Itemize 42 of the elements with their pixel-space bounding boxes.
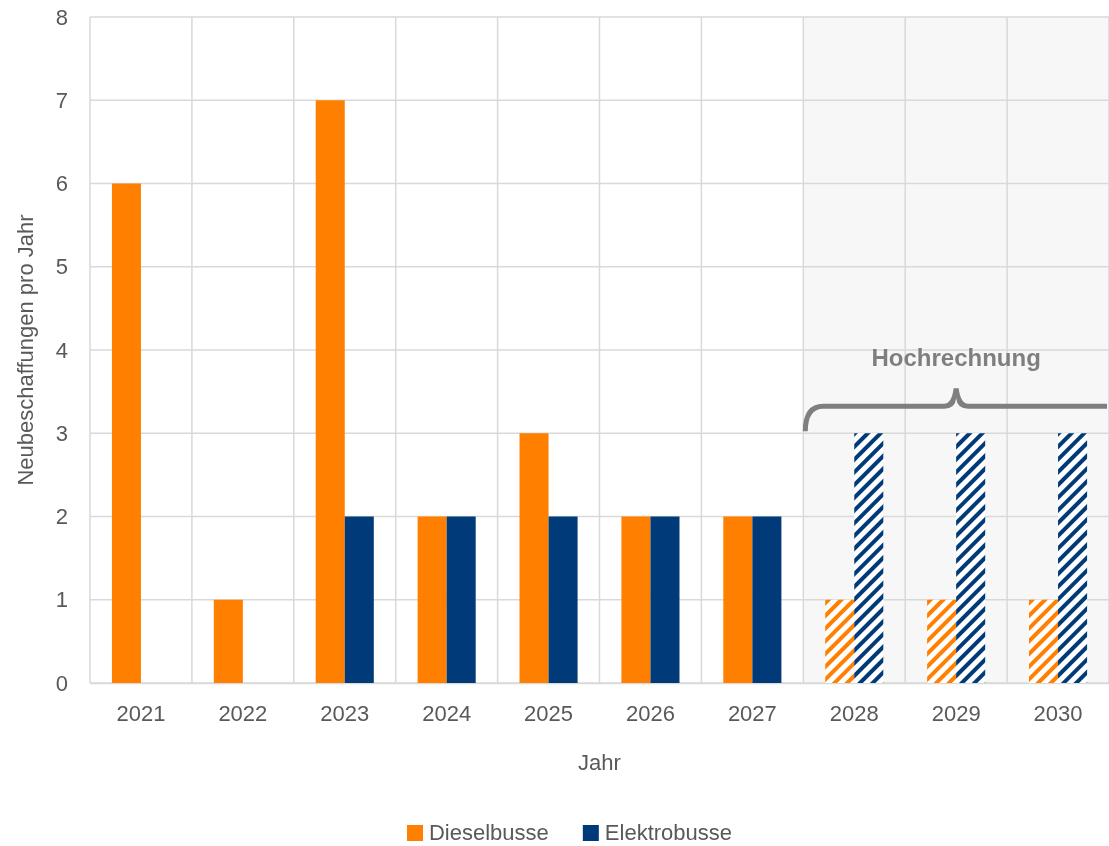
x-tick-label: 2027	[727, 700, 777, 726]
y-tick-label: 2	[55, 504, 68, 530]
bar	[752, 516, 782, 683]
x-tick-label: 2023	[320, 700, 370, 726]
bar	[927, 599, 957, 683]
x-tick-label: 2024	[422, 700, 472, 726]
y-tick-label: 7	[55, 87, 68, 113]
bar	[315, 100, 345, 683]
x-tick-label: 2026	[625, 700, 675, 726]
x-tick-label: 2025	[524, 700, 574, 726]
bar	[956, 433, 986, 683]
y-tick-label: 3	[55, 420, 68, 446]
bar	[621, 516, 651, 683]
y-tick-label: 1	[55, 587, 68, 613]
bar	[723, 516, 753, 683]
x-tick-label: 2021	[116, 700, 166, 726]
x-tick-label: 2022	[218, 700, 268, 726]
bar	[1029, 599, 1059, 683]
x-tick-label: 2028	[829, 700, 879, 726]
y-tick-label: 4	[55, 337, 68, 363]
bar	[519, 433, 549, 683]
bar	[213, 599, 243, 683]
bar	[446, 516, 476, 683]
x-tick-label: 2029	[931, 700, 981, 726]
bar	[111, 183, 141, 683]
y-tick-label: 5	[55, 254, 68, 280]
bar	[344, 516, 374, 683]
bar	[854, 433, 884, 683]
y-tick-label: 6	[55, 171, 68, 197]
bar	[650, 516, 680, 683]
y-tick-label: 8	[55, 4, 68, 30]
legend-label: Elektrobusse	[604, 820, 733, 845]
y-tick-label: 0	[55, 670, 68, 696]
y-axis-title: Neubeschaffungen pro Jahr	[13, 214, 38, 486]
x-axis-title: Jahr	[578, 750, 621, 775]
bar	[548, 516, 578, 683]
legend-label: Dieselbusse	[428, 820, 549, 845]
band-label: Hochrechnung	[871, 344, 1041, 372]
bar	[417, 516, 447, 683]
bar	[1058, 433, 1088, 683]
bar	[825, 599, 855, 683]
x-tick-label: 2030	[1033, 700, 1083, 726]
